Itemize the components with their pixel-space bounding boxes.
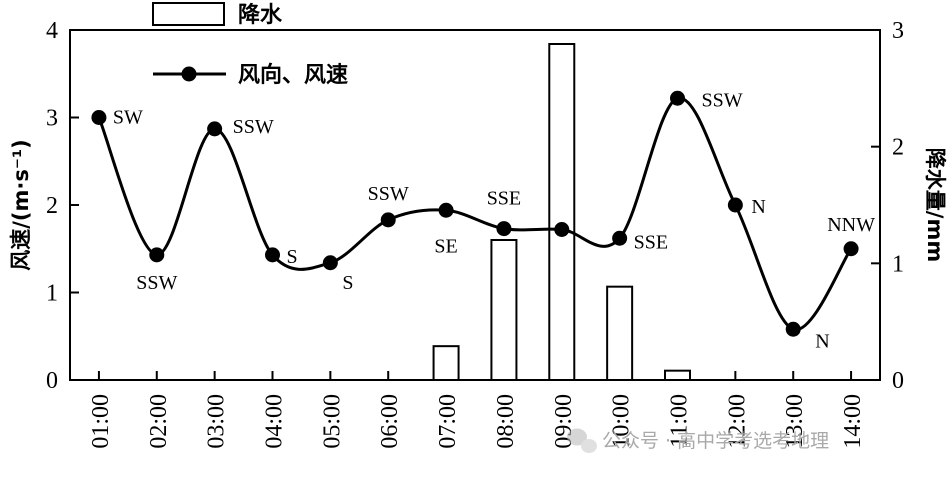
wind-direction-label: SSE bbox=[487, 188, 521, 210]
x-tick-label: 14:00 bbox=[840, 394, 866, 449]
x-tick-label: 07:00 bbox=[435, 394, 461, 449]
precipitation-bar bbox=[490, 239, 518, 381]
x-tick-label: 03:00 bbox=[204, 394, 230, 449]
left-axis-title: 风速/(m·s⁻¹) bbox=[9, 139, 33, 271]
precipitation-bar bbox=[606, 285, 634, 381]
watermark: 公众号 · 高中学考选考地理 bbox=[567, 428, 829, 453]
wind-speed-point bbox=[727, 197, 743, 213]
right-tick-label: 0 bbox=[892, 368, 904, 394]
left-tick-label: 1 bbox=[46, 281, 58, 307]
wind-speed-point bbox=[785, 321, 801, 337]
left-tick-label: 3 bbox=[46, 106, 58, 132]
legend-bar-label: 降水 bbox=[238, 3, 283, 28]
wind-direction-label: S bbox=[342, 272, 353, 294]
wind-speed-point bbox=[554, 222, 570, 237]
legend-line-label: 风向、风速 bbox=[238, 62, 348, 88]
watermark-text: 公众号 · 高中学考选考地理 bbox=[602, 430, 829, 452]
wind-direction-labels: SW SSW SSW S S SSW SE SSE SSE SSW N N NNW bbox=[113, 89, 875, 352]
wind-speed-point bbox=[322, 255, 338, 271]
right-tick-label: 3 bbox=[892, 18, 904, 44]
x-tick-label: 13:00 bbox=[782, 394, 808, 449]
right-tick-label: 1 bbox=[892, 251, 904, 277]
legend-line-marker bbox=[181, 66, 197, 82]
precipitation-bar bbox=[432, 345, 460, 381]
wind-direction-label: SSW bbox=[233, 116, 274, 138]
x-tick-label: 10:00 bbox=[609, 394, 635, 449]
left-tick-label: 0 bbox=[46, 368, 58, 394]
x-tick-label: 11:00 bbox=[667, 394, 693, 448]
wind-speed-point bbox=[207, 121, 223, 137]
wind-speed-point bbox=[438, 202, 454, 218]
wind-speed-point bbox=[380, 212, 396, 228]
right-axis-title: 降水量/mm bbox=[923, 148, 947, 262]
wind-direction-label: S bbox=[287, 246, 298, 268]
x-tick-label: 08:00 bbox=[493, 394, 519, 449]
x-tick-label: 04:00 bbox=[262, 394, 288, 449]
wind-speed-point bbox=[612, 230, 628, 246]
x-tick-label: 02:00 bbox=[146, 394, 172, 449]
left-tick-label: 4 bbox=[46, 18, 58, 44]
wind-speed-point bbox=[496, 221, 512, 237]
wind-direction-label: SW bbox=[113, 107, 143, 129]
wind-speed-point bbox=[149, 247, 165, 263]
wind-direction-label: SE bbox=[434, 235, 457, 257]
wind-speed-series bbox=[91, 90, 859, 337]
wind-speed-point bbox=[91, 110, 107, 125]
wind-direction-label: SSW bbox=[702, 89, 743, 111]
wind-speed-point bbox=[843, 241, 859, 257]
axis-labels: 0 1 2 3 4 0 1 2 3 01:00 02:00 03:00 04:00 05:00 06:00 0… bbox=[9, 18, 947, 449]
precipitation-bar bbox=[664, 369, 691, 381]
x-tick-label: 05:00 bbox=[319, 394, 345, 449]
wind-direction-label: NNW bbox=[827, 214, 875, 236]
left-tick-label: 2 bbox=[46, 193, 58, 219]
wind-speed-point bbox=[265, 247, 280, 263]
legend-bar-swatch bbox=[152, 2, 225, 26]
x-tick-label: 06:00 bbox=[377, 394, 403, 449]
right-tick-label: 2 bbox=[892, 135, 904, 161]
wind-direction-label: SSW bbox=[368, 183, 409, 205]
x-tick-label: 01:00 bbox=[88, 394, 114, 449]
wind-direction-label: N bbox=[751, 196, 765, 218]
wind-direction-label: N bbox=[815, 330, 829, 352]
wind-direction-label: SSE bbox=[634, 231, 668, 253]
wind-speed-point bbox=[670, 90, 685, 106]
precipitation-bar bbox=[548, 43, 576, 381]
wind-direction-label: SSW bbox=[136, 272, 177, 294]
precipitation-bars bbox=[432, 43, 691, 381]
wechat-icon bbox=[567, 428, 597, 453]
x-tick-label: 12:00 bbox=[724, 394, 750, 449]
